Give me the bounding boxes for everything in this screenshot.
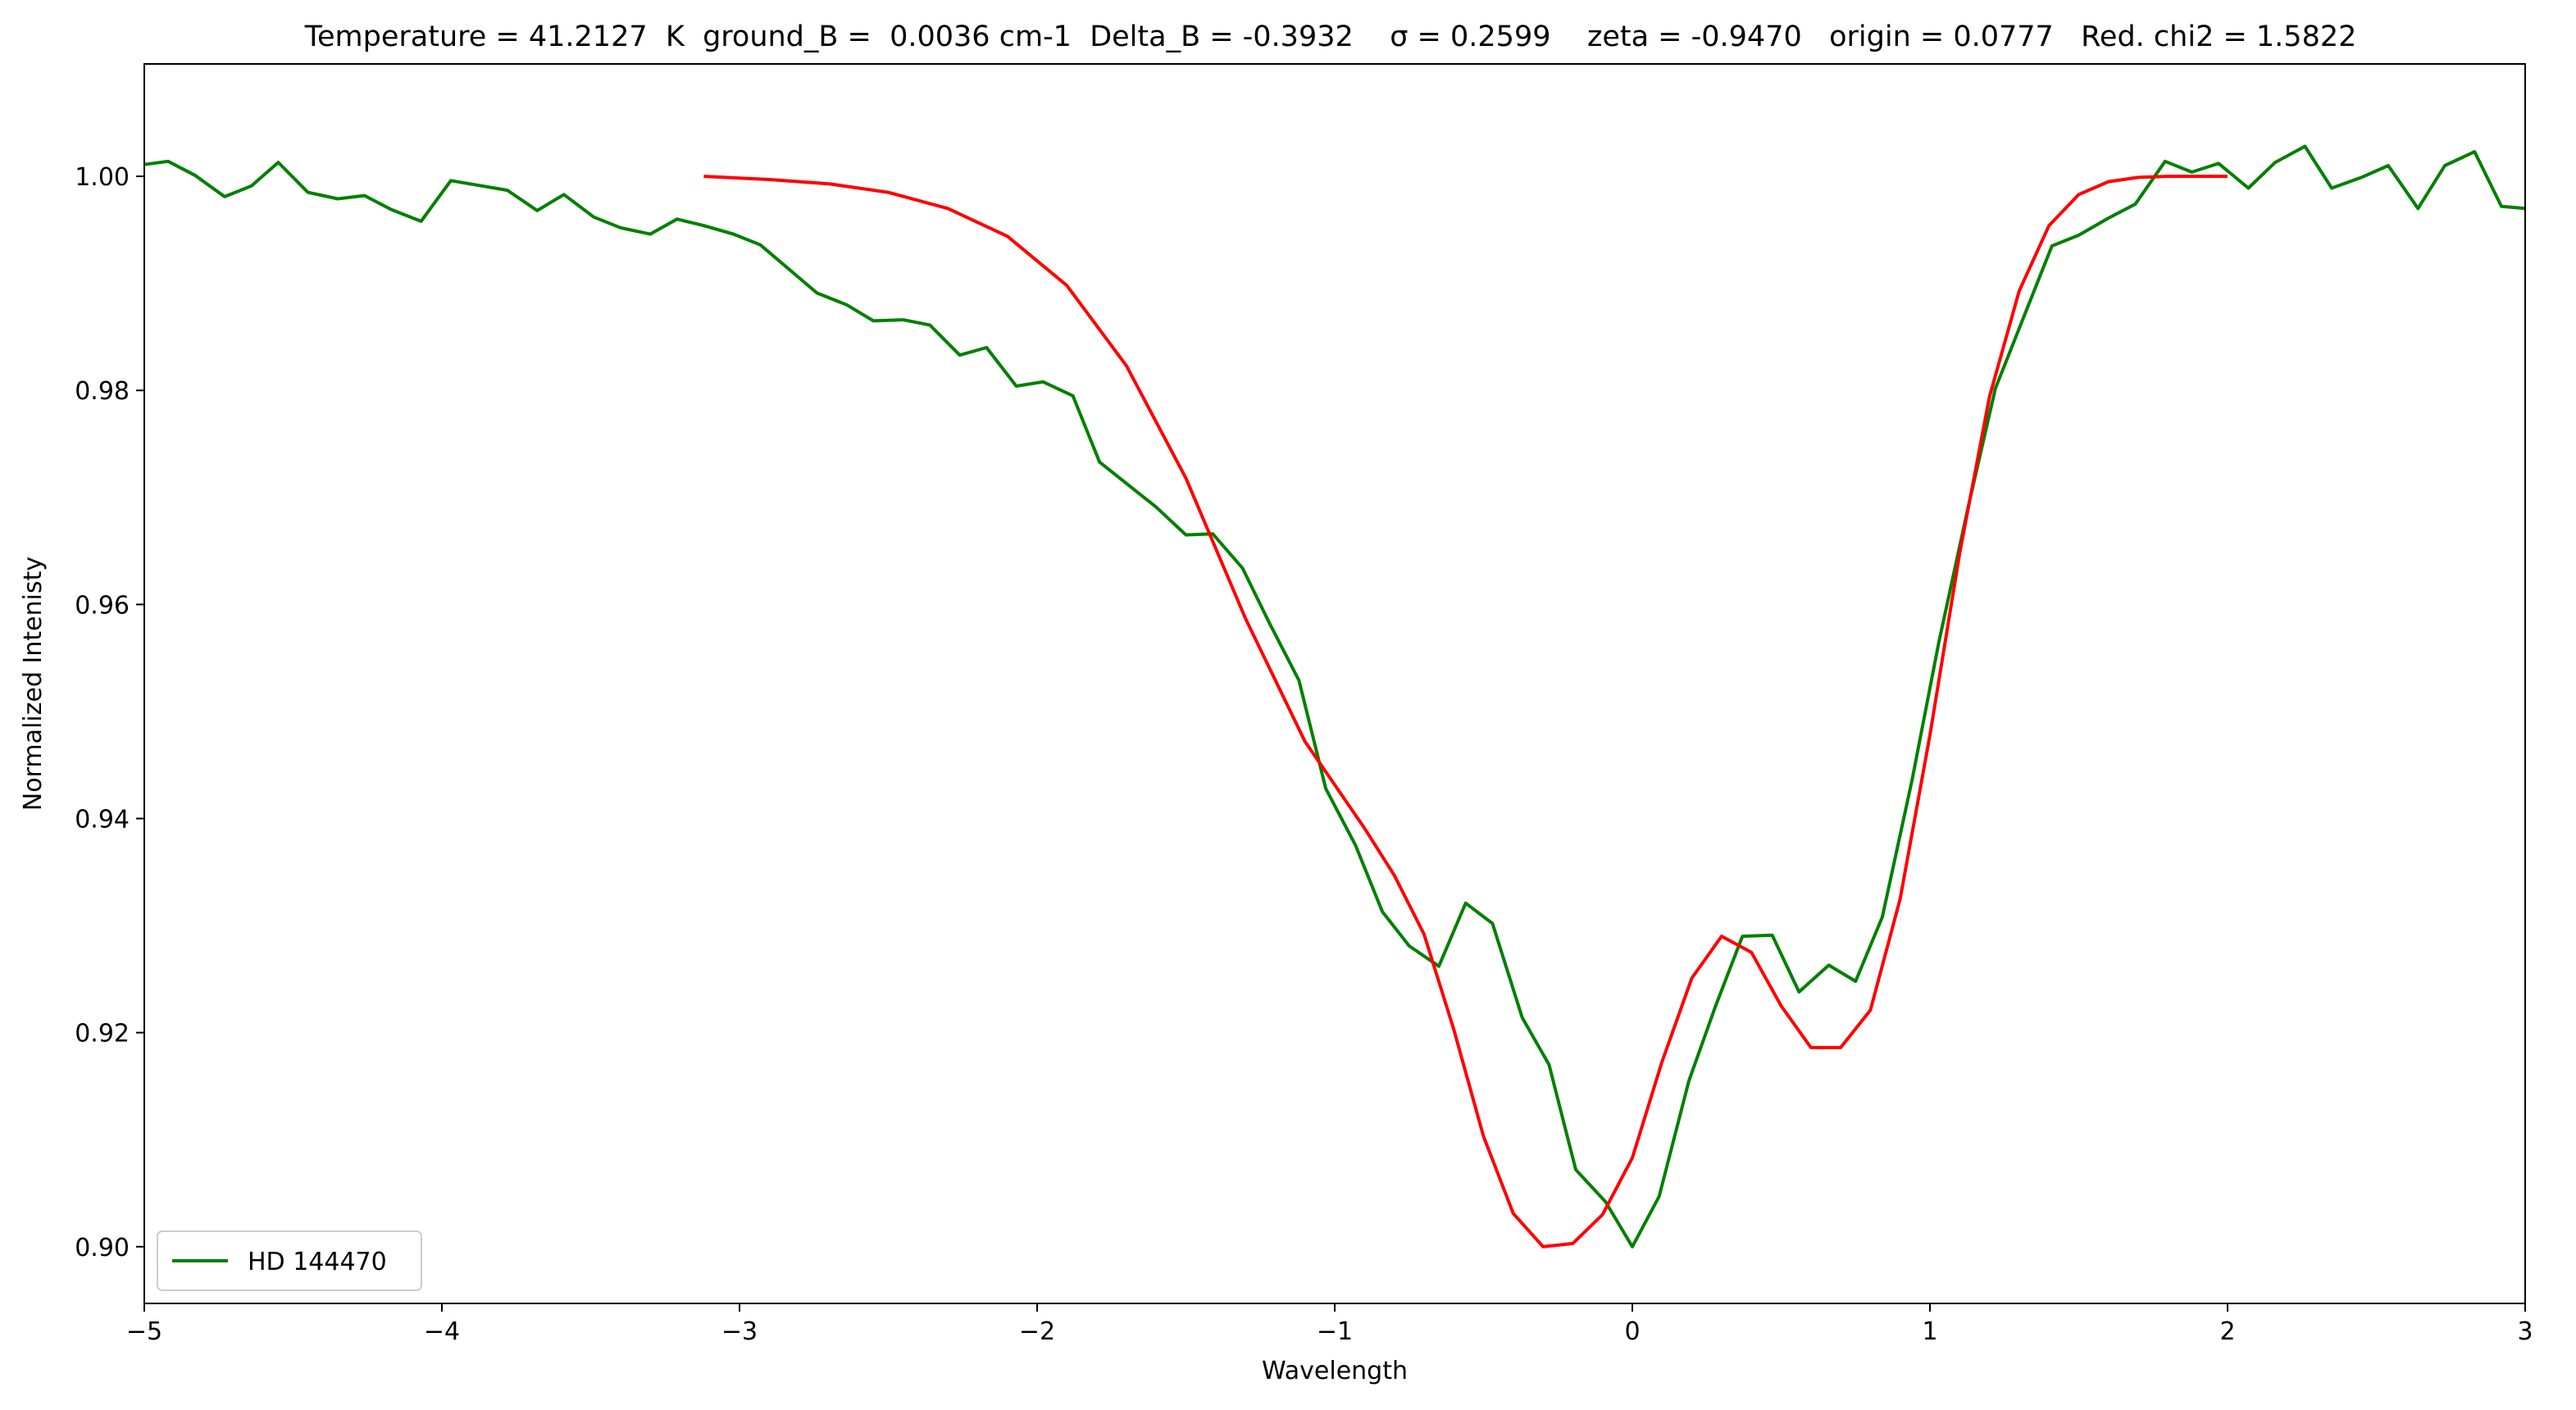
- legend-label-hd144470: HD 144470: [248, 1248, 387, 1276]
- y-tick-label: 0.94: [75, 806, 130, 835]
- axis-ticks: −5 −4 −3 −2 −1 0 1 2 3 0.90 0.92 0.94 0.96 0.98 1.00: [75, 163, 2533, 1346]
- plot-area: [144, 64, 2525, 1303]
- x-tick-label: 0: [1624, 1317, 1640, 1346]
- series-layer: [143, 144, 2526, 1249]
- x-tick-label: −5: [126, 1317, 162, 1346]
- legend: HD 144470: [157, 1230, 422, 1291]
- model-fit-line: [703, 175, 2228, 1249]
- x-tick-label: −4: [424, 1317, 460, 1346]
- y-axis-label: Normalized Intenisty: [19, 557, 48, 811]
- y-tick-label: 0.96: [75, 591, 130, 620]
- x-tick-label: −1: [1317, 1317, 1353, 1346]
- x-tick-label: 3: [2517, 1317, 2533, 1346]
- x-tick-label: 2: [2219, 1317, 2235, 1346]
- series-line-hd144470: [143, 144, 2526, 1249]
- y-tick-label: 0.98: [75, 377, 130, 406]
- y-tick-label: 0.92: [75, 1020, 130, 1048]
- plot-frame: [143, 63, 2526, 1304]
- x-tick-label: 1: [1922, 1317, 1937, 1346]
- legend-box: [157, 1230, 422, 1291]
- chart-title: Temperature = 41.2127 K ground_B = 0.003…: [304, 20, 2357, 53]
- x-tick-label: −3: [721, 1317, 758, 1346]
- x-tick-label: −2: [1019, 1317, 1055, 1346]
- y-tick-label: 1.00: [75, 163, 130, 192]
- x-axis-label: Wavelength: [1262, 1357, 1408, 1385]
- y-tick-label: 0.90: [75, 1234, 130, 1262]
